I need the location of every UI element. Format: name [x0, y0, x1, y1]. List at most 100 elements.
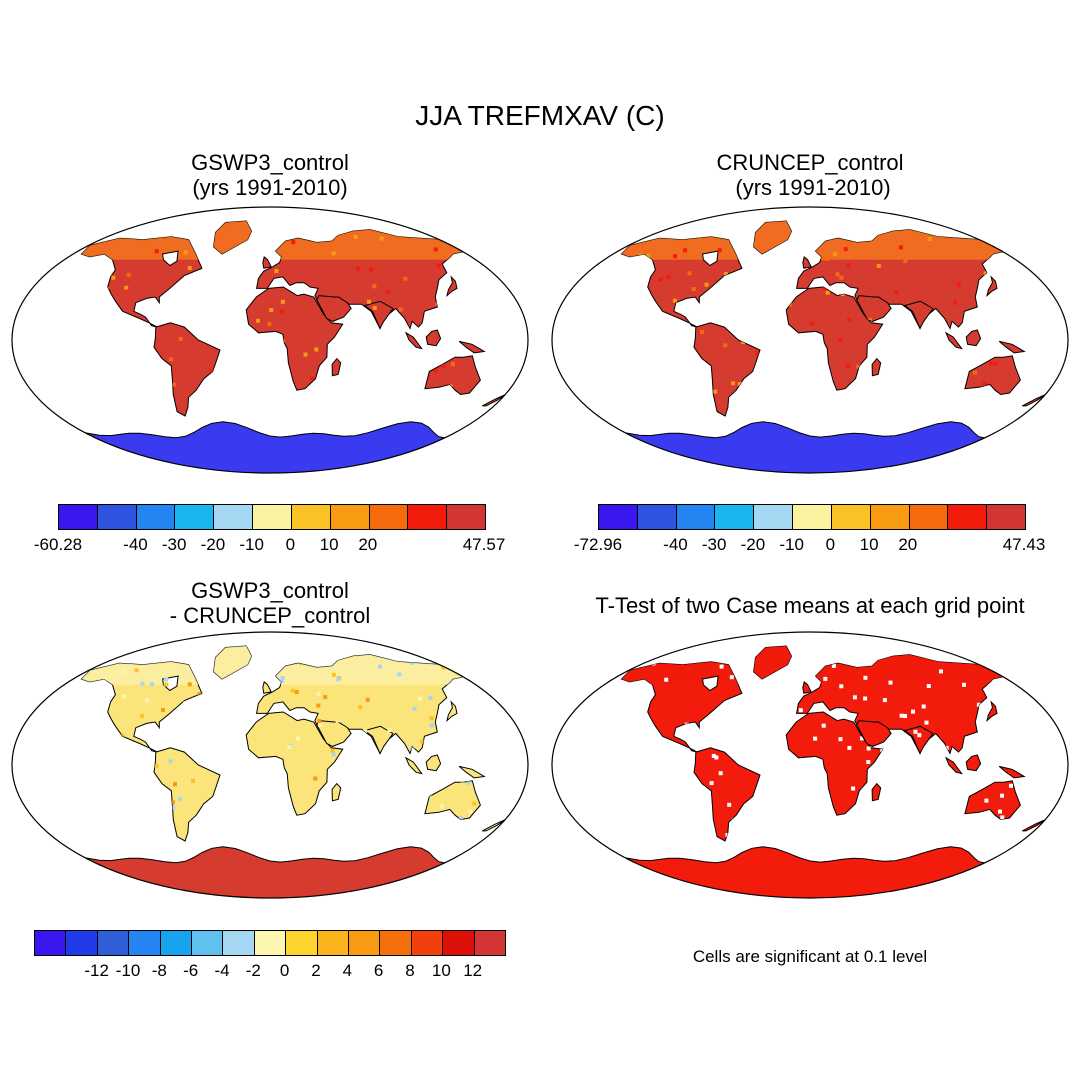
continent-africa — [245, 286, 344, 391]
colorbar-swatch — [66, 931, 98, 955]
colorbar-swatch — [599, 505, 638, 529]
continent-nz — [481, 394, 506, 407]
colorbar-swatch — [754, 505, 794, 529]
colorbar-tick-label: -60.28 — [33, 535, 83, 554]
continent-australia — [964, 780, 1021, 821]
continent-newguinea — [998, 765, 1026, 779]
colorbar-swatch — [474, 931, 506, 955]
continent-madagascar — [331, 357, 342, 377]
continent-samerica — [153, 322, 221, 417]
continent-japan — [986, 275, 998, 298]
colorbar-tick-label: -40 — [663, 535, 688, 554]
colorbar-tick-label: 0 — [825, 535, 836, 554]
continent-africa — [245, 711, 344, 816]
continent-samerica — [693, 747, 761, 842]
continent-japan — [446, 275, 458, 298]
continent-borneo — [425, 754, 442, 772]
continent-india — [363, 300, 394, 330]
continent-samerica — [153, 747, 221, 842]
colorbar-tick-label: -8 — [151, 961, 167, 980]
continent-arabia — [316, 295, 352, 322]
colorbar-swatch — [223, 931, 255, 955]
figure-title: JJA TREFMXAV (C) — [415, 100, 665, 131]
colorbar-swatch — [637, 505, 677, 529]
panel-tr-title-line2: (yrs 1991-2010) — [729, 175, 891, 200]
colorbar-tick-label: -72.96 — [573, 535, 623, 554]
colorbar-difference-labels: -12 -10 -8 -6 -4 -2 0 2 4 6 8 10 12 — [34, 961, 504, 983]
continent-borneo — [965, 754, 982, 772]
colorbar-tick-label: -10 — [779, 535, 804, 554]
map-panel-gswp3 — [11, 206, 529, 474]
colorbar-swatch — [330, 505, 370, 529]
colorbar-tick-label: -4 — [214, 961, 230, 980]
colorbar-swatch — [447, 505, 485, 529]
colorbar-swatch — [129, 931, 161, 955]
continent-arabia — [856, 720, 892, 747]
colorbar-swatch — [948, 505, 988, 529]
colorbar-tick-label: 0 — [285, 535, 296, 554]
colorbar-tick-label: 4 — [342, 961, 353, 980]
continent-borneo — [965, 329, 982, 347]
colorbar-swatch — [97, 931, 130, 955]
colorbar-tick-label: -30 — [701, 535, 727, 554]
continent-sumatra — [944, 331, 963, 350]
colorbar-swatch — [443, 931, 475, 955]
colorbar-swatch — [317, 931, 350, 955]
map-border — [11, 206, 529, 474]
panel-bl-title: GSWP3_control - CRUNCEP_control — [70, 578, 470, 628]
significance-note: Cells are significant at 0.1 level — [692, 947, 928, 966]
colorbar-tick-label: -10 — [239, 535, 264, 554]
continent-uk — [802, 681, 812, 694]
colorbar-swatch — [715, 505, 755, 529]
colorbar-swatch — [291, 505, 331, 529]
continent-africa — [785, 711, 884, 816]
continent-newguinea — [998, 340, 1026, 354]
colorbar-swatch — [160, 931, 193, 955]
colorbar-tick-label: 47.57 — [462, 535, 506, 554]
panel-bl-title-line2: - CRUNCEP_control — [169, 603, 371, 628]
panel-tl-title-line1: GSWP3_control — [191, 150, 349, 175]
continent-australia — [964, 355, 1021, 396]
continent-madagascar — [331, 782, 342, 802]
colorbar-swatch — [793, 505, 832, 529]
colorbar-tick-label: -40 — [123, 535, 148, 554]
colorbar-swatch — [214, 505, 254, 529]
colorbar-swatch — [831, 505, 871, 529]
continent-uk — [802, 256, 812, 269]
continent-uk — [262, 681, 272, 694]
map-panel-cruncep — [551, 206, 1069, 474]
continent-madagascar — [871, 357, 882, 377]
continent-newguinea — [458, 340, 486, 354]
map-panel-difference — [11, 631, 529, 899]
colorbar-swatch — [59, 505, 98, 529]
continent-sumatra — [404, 756, 423, 775]
colorbar-tick-label: 0 — [279, 961, 290, 980]
colorbar-swatch — [987, 505, 1025, 529]
colorbar-swatch — [286, 931, 318, 955]
continent-australia — [424, 780, 481, 821]
continent-sumatra — [944, 756, 963, 775]
continent-africa — [785, 286, 884, 391]
continent-arabia — [856, 295, 892, 322]
colorbar-tick-label: -2 — [245, 961, 261, 980]
continent-samerica — [693, 322, 761, 417]
colorbar-swatch — [676, 505, 716, 529]
colorbar-tick-label: -20 — [740, 535, 766, 554]
colorbar-swatch — [35, 931, 67, 955]
continent-japan — [446, 700, 458, 723]
colorbar-swatch — [369, 505, 409, 529]
panel-tr-title-line1: CRUNCEP_control — [716, 150, 904, 175]
colorbar-swatch — [870, 505, 910, 529]
colorbar-tick-label: 2 — [311, 961, 321, 980]
colorbar-swatch — [411, 931, 444, 955]
map-border — [551, 631, 1069, 899]
colorbar-tick-label: 12 — [463, 961, 483, 980]
map-border — [11, 631, 529, 899]
panel-bl-title-line1: GSWP3_control — [191, 578, 349, 603]
continent-india — [363, 725, 394, 755]
panel-br-title: T-Test of two Case means at each grid po… — [540, 593, 1080, 618]
continent-madagascar — [871, 782, 882, 802]
colorbar-tick-label: 8 — [405, 961, 415, 980]
continent-arabia — [316, 720, 352, 747]
colorbar-tick-label: -10 — [115, 961, 141, 980]
